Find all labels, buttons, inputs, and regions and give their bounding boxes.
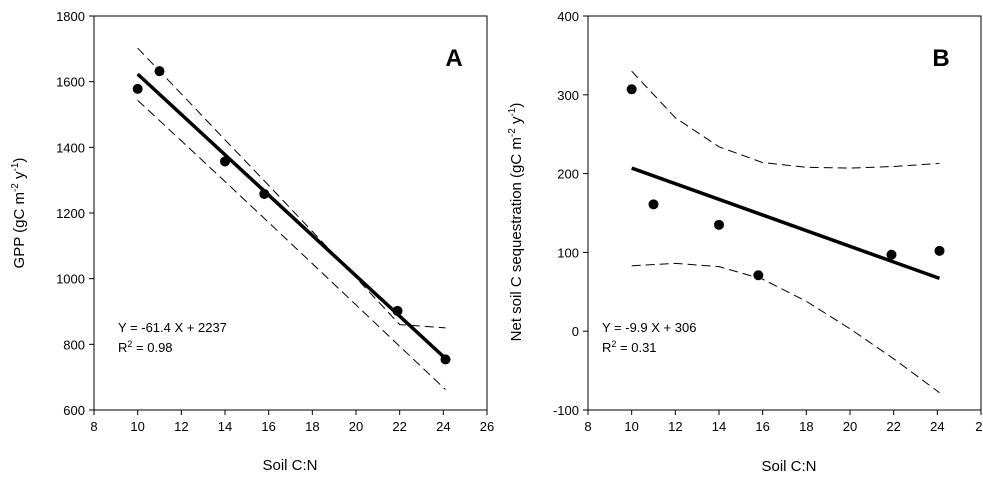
data-point (259, 188, 270, 199)
series-b (626, 70, 945, 394)
x-tick-label: 18 (305, 419, 319, 434)
regression-equation-a: Y = -61.4 X + 2237 (118, 320, 227, 335)
data-point (886, 249, 897, 260)
y-tick-label: 1000 (56, 272, 85, 287)
panel-b: 8 10 12 14 16 18 20 22 24 2( -100 0 100 200 300 400 So… (507, 9, 983, 475)
y-tick-label: 1400 (56, 140, 85, 155)
y-tick-label: 1600 (56, 75, 85, 90)
x-tick-label: 14 (712, 419, 726, 434)
data-point (753, 270, 764, 281)
panel-a: 8 10 12 14 16 18 20 22 24 26 600 800 1000 1200 1400 16… (10, 9, 494, 474)
x-tick-label: 18 (799, 419, 813, 434)
data-point (934, 245, 945, 256)
y-tick-label: 1200 (56, 206, 85, 221)
x-axis-label-a: Soil C:N (262, 457, 317, 474)
x-tick-label: 20 (843, 419, 857, 434)
data-point (220, 156, 230, 167)
x-tick-label: 8 (584, 419, 591, 434)
x-tick-label: 20 (349, 419, 363, 434)
data-point (132, 83, 143, 94)
x-tick-label: 12 (174, 419, 188, 434)
x-axis-ticks-b: 8 10 12 14 16 18 20 22 24 2( (584, 410, 983, 434)
confidence-band-upper (137, 47, 446, 329)
x-tick-label: 12 (668, 419, 682, 434)
x-tick-label: 10 (624, 419, 638, 434)
confidence-band-upper (631, 70, 940, 169)
x-tick-label: 24 (930, 419, 944, 434)
x-tick-label: 10 (130, 419, 144, 434)
panel-letter-a: A (445, 45, 462, 72)
x-tick-label: 2( (975, 419, 983, 434)
y-tick-label: 200 (557, 167, 579, 182)
y-tick-label: 600 (63, 403, 85, 418)
x-tick-label: 8 (90, 419, 97, 434)
y-tick-label: -100 (553, 403, 579, 418)
plot-frame-b (587, 15, 982, 411)
panel-letter-b: B (932, 45, 949, 72)
x-tick-label: 16 (261, 419, 275, 434)
x-tick-label: 14 (218, 419, 232, 434)
r-squared-a: R2 = 0.98 (118, 339, 173, 355)
y-tick-label: 0 (572, 324, 579, 339)
y-axis-ticks-a: 600 800 1000 1200 1400 1600 1800 (56, 9, 94, 418)
data-point (392, 305, 403, 316)
regression-equation-b: Y = -9.9 X + 306 (602, 320, 696, 335)
regression-line (631, 166, 941, 281)
y-tick-label: 800 (63, 337, 85, 352)
y-axis-label-b: Net soil C sequestration (gC m-2 y-1) (507, 103, 525, 342)
y-axis-ticks-b: -100 0 100 200 300 400 (553, 9, 588, 418)
y-tick-label: 1800 (56, 9, 85, 24)
y-axis-label-a: GPP (gC m-2 y-1) (10, 158, 28, 269)
data-point (440, 354, 451, 365)
confidence-band-lower (137, 100, 446, 390)
data-point (714, 219, 724, 230)
data-point (648, 199, 659, 210)
x-tick-label: 16 (755, 419, 769, 434)
x-tick-label: 24 (436, 419, 450, 434)
x-tick-label: 26 (480, 419, 494, 434)
regression-line (136, 72, 447, 360)
confidence-band-lower (631, 262, 940, 394)
data-point (626, 84, 637, 95)
x-tick-label: 22 (392, 419, 406, 434)
series-a (132, 47, 451, 390)
y-tick-label: 400 (557, 9, 579, 24)
y-tick-label: 100 (557, 245, 579, 260)
x-axis-ticks-a: 8 10 12 14 16 18 20 22 24 26 (90, 410, 494, 434)
data-point (154, 66, 165, 77)
x-axis-label-b: Soil C:N (761, 458, 816, 475)
y-tick-label: 300 (557, 88, 579, 103)
r-squared-b: R2 = 0.31 (602, 339, 657, 355)
x-tick-label: 22 (886, 419, 900, 434)
